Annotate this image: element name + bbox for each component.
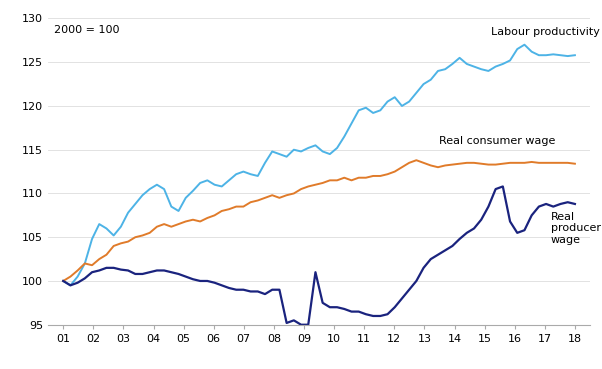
Text: Real consumer wage: Real consumer wage <box>439 136 556 146</box>
Text: Labour productivity: Labour productivity <box>491 27 600 37</box>
Text: 2000 = 100: 2000 = 100 <box>54 25 119 35</box>
Text: Real
producer
wage: Real producer wage <box>551 212 601 245</box>
